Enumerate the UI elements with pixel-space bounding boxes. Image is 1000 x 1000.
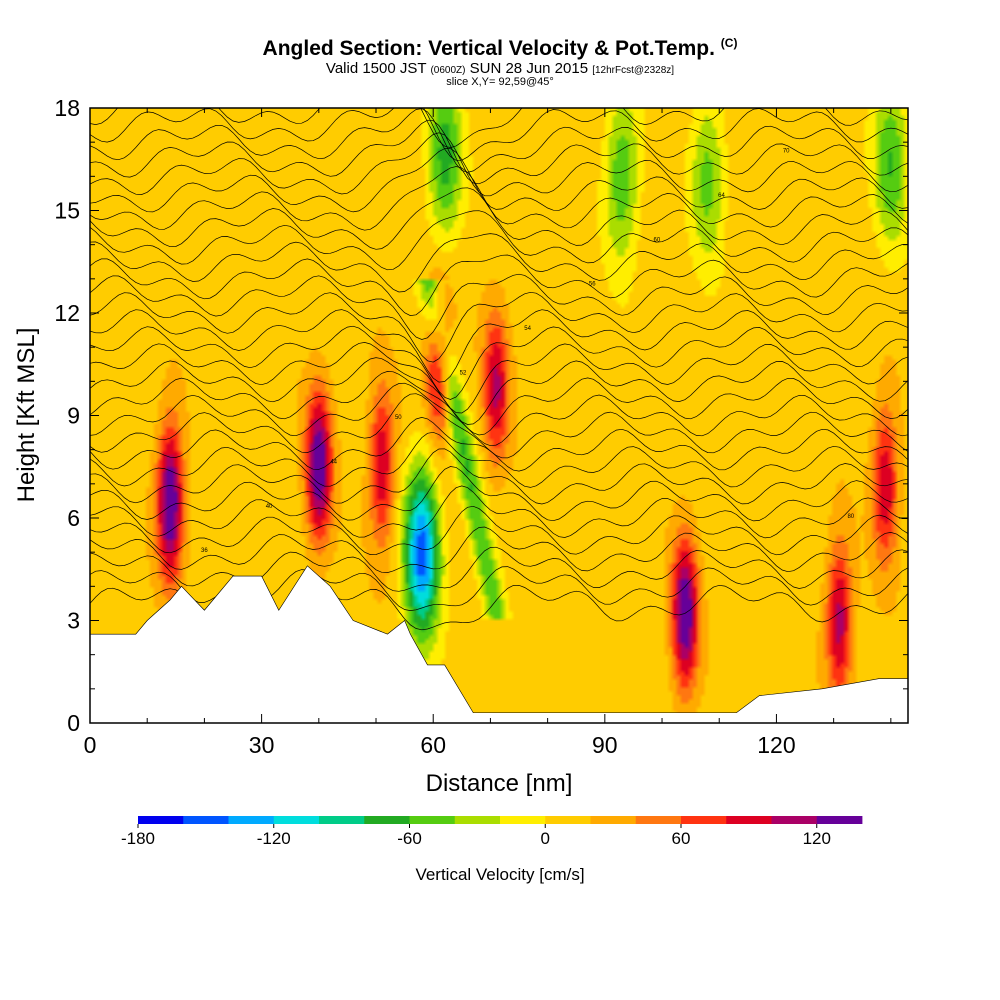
colorbar-swatch — [681, 816, 727, 824]
isentrope-label: 52 — [460, 371, 467, 377]
colorbar-swatch — [138, 816, 184, 824]
isentrope-label: 44 — [330, 459, 337, 465]
isentrope-line — [90, 526, 908, 573]
isentrope-line — [90, 382, 908, 447]
colorbar-tick-label: -60 — [397, 829, 422, 848]
isentrope-line — [90, 417, 908, 472]
colorbar-swatch — [364, 816, 410, 824]
isentrope-line — [90, 325, 908, 400]
isentrope-line — [90, 233, 908, 293]
isentrope-line — [90, 431, 908, 488]
colorbar-swatch — [183, 816, 229, 824]
isentrope-line — [90, 546, 908, 592]
y-tick-label: 6 — [67, 505, 80, 531]
x-tick-label: 30 — [249, 732, 275, 758]
colorbar-swatch — [590, 816, 637, 824]
y-tick-label: 18 — [54, 95, 80, 121]
x-axis-label: Distance [nm] — [426, 770, 573, 797]
isentrope-line — [90, 119, 908, 185]
x-tick-label: 120 — [757, 732, 795, 758]
isentrope-line — [90, 254, 908, 316]
colorbar-swatch — [500, 816, 546, 824]
colorbar-swatch — [228, 816, 275, 824]
isentrope-label: 54 — [524, 326, 531, 332]
slice-info: slice X,Y= 92,59@45° — [446, 76, 554, 88]
title-unit: (C) — [720, 36, 738, 50]
isentrope-line — [90, 108, 908, 161]
isentrope-line — [90, 342, 908, 414]
isentrope-line — [90, 132, 908, 197]
y-tick-label: 0 — [67, 710, 80, 736]
valid-time: Valid 1500 JST (0600Z) SUN 28 Jun 2015 [… — [0, 60, 1000, 77]
colorbar-swatch — [726, 816, 772, 824]
valid-prefix: Valid 1500 JST — [325, 60, 427, 77]
y-tick-label: 3 — [67, 608, 80, 634]
colorbar-label: Vertical Velocity [cm/s] — [415, 865, 584, 884]
isentrope-line — [90, 108, 908, 148]
isentrope-line — [90, 371, 908, 436]
terrain-mask — [89, 565, 909, 724]
chart-title: Angled Section: Vertical Velocity & Pot.… — [0, 36, 1000, 61]
colorbar-tick-label: 60 — [672, 829, 691, 848]
isentrope-label: 36 — [201, 548, 208, 554]
potential-temperature-contours: 36 40 44 50 52 54 56 60 64 70 80 — [90, 108, 908, 631]
colorbar-swatch — [771, 816, 818, 824]
isentrope-line — [90, 148, 908, 213]
colorbar-swatch — [273, 816, 320, 824]
colorbar-tick-label: 0 — [541, 829, 550, 848]
isentrope-line — [90, 273, 908, 340]
forecast-info: [12hrFcst@2328z] — [592, 65, 675, 76]
isentrope-label: 50 — [395, 415, 402, 421]
colorbar-swatch — [635, 816, 682, 824]
isentrope-line — [90, 187, 908, 250]
isentrope-line — [90, 166, 908, 231]
isentrope-label: 56 — [589, 282, 596, 288]
isentrope-line — [90, 309, 908, 383]
y-tick-label: 9 — [67, 403, 80, 429]
colorbar-tick-label: -120 — [257, 829, 291, 848]
isentrope-label: 64 — [718, 193, 725, 199]
isentrope-line — [90, 505, 908, 556]
y-tick-label: 12 — [54, 300, 80, 326]
isentrope-label: 80 — [847, 514, 854, 520]
isentrope-line — [90, 466, 908, 522]
y-axis-label: Height [Kft MSL] — [13, 328, 40, 503]
x-tick-label: 0 — [84, 732, 97, 758]
valid-utc: (0600Z) — [430, 65, 466, 76]
isentrope-line — [90, 448, 908, 505]
isentrope-line — [90, 291, 908, 363]
colorbar: -180 -120 -60 0 60 120 — [121, 816, 863, 848]
isentrope-line — [90, 485, 908, 539]
isentrope-label: 60 — [654, 237, 661, 243]
colorbar-swatch — [816, 816, 863, 824]
title-text: Angled Section: Vertical Velocity & Pot.… — [262, 37, 715, 60]
isentrope-line — [90, 108, 908, 173]
colorbar-tick-label: -180 — [121, 829, 155, 848]
colorbar-tick-label: 120 — [803, 829, 831, 848]
isentrope-line — [90, 210, 908, 271]
colorbar-swatch — [409, 816, 456, 824]
isentrope-line — [90, 393, 908, 459]
isentrope-label: 70 — [783, 148, 790, 154]
x-tick-label: 90 — [592, 732, 618, 758]
colorbar-swatch — [319, 816, 365, 824]
colorbar-swatch — [454, 816, 501, 824]
x-axis: 0 30 60 90 120 — [84, 108, 892, 758]
isentrope-label: 40 — [266, 504, 273, 510]
y-tick-label: 15 — [54, 198, 80, 224]
x-tick-label: 60 — [420, 732, 446, 758]
colorbar-swatch — [545, 816, 591, 824]
isentrope-line — [90, 357, 908, 425]
valid-date: SUN 28 Jun 2015 — [469, 60, 589, 77]
